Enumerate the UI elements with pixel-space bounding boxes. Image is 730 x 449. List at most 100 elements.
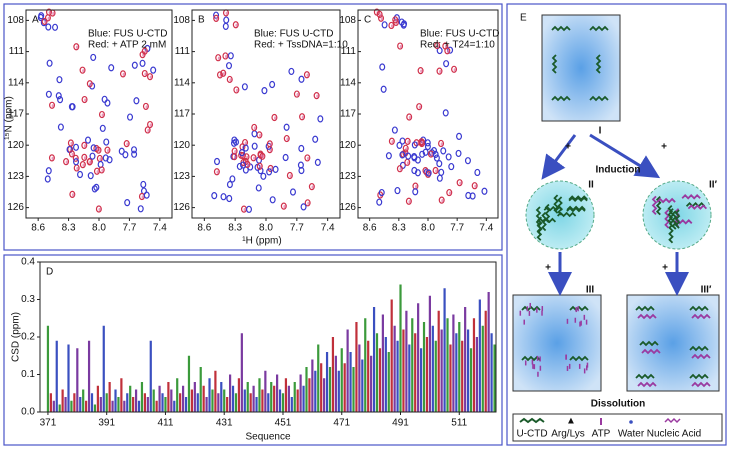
bar — [461, 340, 464, 412]
bar — [199, 367, 202, 412]
panel-label: E — [520, 13, 527, 24]
peak — [44, 20, 47, 24]
peak — [41, 17, 48, 26]
peak — [103, 138, 110, 146]
peak — [106, 156, 113, 164]
panel-label: A — [32, 15, 39, 26]
peak — [236, 162, 243, 171]
bar — [411, 318, 414, 412]
peak — [251, 142, 258, 150]
peak — [451, 65, 458, 73]
bar — [126, 393, 129, 412]
peak — [98, 166, 105, 174]
bar — [105, 393, 108, 412]
bar — [390, 299, 393, 412]
peak — [419, 150, 426, 158]
peak — [412, 188, 419, 196]
bar — [475, 337, 479, 412]
legend-icon — [519, 417, 545, 424]
x-tick-label: 8.3 — [62, 223, 76, 234]
chain — [687, 204, 708, 210]
bar — [117, 397, 120, 412]
peak — [223, 16, 230, 24]
peak — [280, 202, 287, 210]
bar — [370, 355, 373, 412]
bar — [55, 340, 58, 412]
peak — [293, 90, 300, 98]
bar — [58, 404, 61, 412]
peak — [262, 155, 265, 159]
chain — [544, 203, 551, 224]
bar — [255, 397, 258, 412]
chain — [668, 208, 675, 228]
peak — [98, 207, 101, 212]
peak — [246, 205, 253, 213]
chain — [691, 353, 711, 360]
atp — [539, 365, 542, 371]
peak — [225, 54, 228, 59]
peak — [406, 161, 410, 165]
legend-icon: ▲ — [566, 416, 576, 427]
bar — [155, 400, 158, 412]
x-tick-label: 8.0 — [92, 223, 106, 234]
peak — [434, 41, 441, 50]
peak — [438, 196, 445, 204]
peak — [141, 195, 144, 199]
peak — [378, 188, 385, 197]
peak — [455, 149, 462, 158]
chain — [635, 305, 655, 312]
peak — [81, 141, 88, 149]
peak — [446, 188, 453, 197]
peak — [379, 63, 386, 71]
peak — [283, 134, 290, 143]
peak — [299, 113, 306, 121]
bar — [273, 385, 276, 412]
peak — [286, 171, 293, 180]
y-tick-label: 120 — [173, 140, 190, 151]
bar — [323, 378, 326, 412]
peak — [464, 157, 471, 165]
peak — [63, 157, 70, 166]
legend-blue: Blue: FUS U-CTD — [420, 29, 499, 40]
bar — [355, 322, 358, 412]
droplet-ii — [525, 180, 595, 250]
peak — [416, 103, 423, 111]
peak — [145, 105, 148, 109]
peak — [396, 165, 403, 173]
y-tick-label: 108 — [173, 15, 190, 26]
peak — [381, 21, 388, 29]
chain — [553, 194, 559, 214]
peak — [235, 23, 238, 27]
bar — [184, 397, 188, 412]
chain — [641, 348, 661, 355]
peak — [45, 167, 52, 175]
y-tick-label: 123 — [7, 171, 24, 182]
peak — [123, 139, 130, 148]
bar — [143, 393, 146, 412]
y-tick-label: 120 — [339, 140, 356, 151]
peak — [269, 80, 276, 89]
induction-label: Induction — [596, 165, 641, 176]
bar — [372, 307, 376, 412]
x-tick-label: 8.3 — [228, 223, 242, 234]
bar — [261, 389, 264, 412]
peak — [408, 115, 412, 120]
bar — [276, 374, 279, 412]
bar — [334, 355, 337, 412]
peak — [141, 69, 148, 78]
peak — [266, 140, 273, 148]
bar — [417, 303, 420, 412]
peak — [251, 130, 258, 138]
legend-red: Red: + T24=1:10 — [420, 40, 495, 51]
chain — [691, 381, 711, 388]
peak — [456, 132, 463, 140]
bar — [87, 340, 91, 412]
peak — [67, 139, 74, 147]
peak — [225, 11, 228, 15]
peak — [87, 172, 94, 180]
peak — [108, 64, 115, 72]
bar — [287, 385, 290, 412]
bar — [305, 367, 308, 412]
peak — [211, 192, 218, 200]
peak — [118, 147, 125, 155]
